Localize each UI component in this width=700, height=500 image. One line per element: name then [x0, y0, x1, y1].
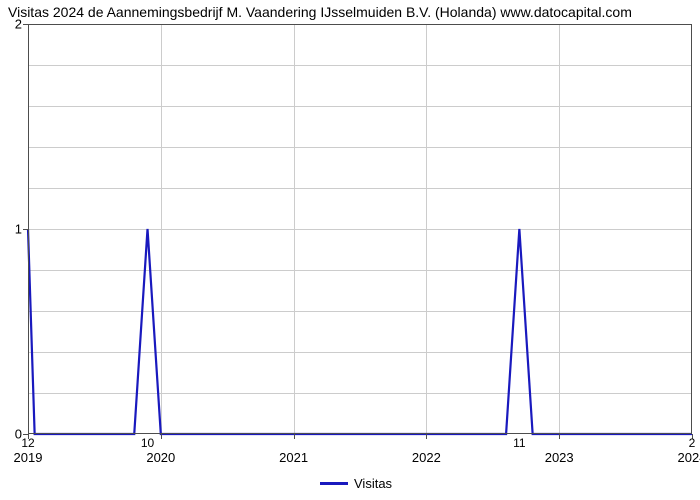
x-tick-mark [559, 434, 560, 439]
line-series [28, 24, 692, 434]
y-tick-label: 2 [15, 17, 22, 32]
y-tick-mark [23, 24, 28, 25]
plot-border [691, 24, 692, 434]
data-point-label: 2 [689, 436, 696, 450]
x-tick-mark [161, 434, 162, 439]
y-tick-mark [23, 229, 28, 230]
x-tick-mark [294, 434, 295, 439]
y-tick-label: 1 [15, 222, 22, 237]
x-tick-label: 2024 [678, 450, 700, 465]
legend: Visitas [320, 476, 392, 491]
x-tick-label: 2021 [279, 450, 308, 465]
plot-border [28, 24, 692, 25]
plot-border [28, 24, 29, 434]
x-tick-label: 2019 [14, 450, 43, 465]
x-tick-label: 2023 [545, 450, 574, 465]
chart-container: Visitas 2024 de Aannemingsbedrijf M. Vaa… [0, 0, 700, 500]
data-point-label: 11 [513, 436, 525, 450]
data-point-label: 10 [141, 436, 154, 450]
chart-title: Visitas 2024 de Aannemingsbedrijf M. Vaa… [8, 4, 632, 20]
data-point-label: 12 [21, 436, 34, 450]
x-tick-mark [426, 434, 427, 439]
legend-swatch [320, 482, 348, 485]
x-tick-label: 2020 [146, 450, 175, 465]
x-tick-label: 2022 [412, 450, 441, 465]
series-line [28, 229, 692, 434]
legend-label: Visitas [354, 476, 392, 491]
plot-area: 0122019202020212022202320241210112 [28, 24, 692, 434]
plot-border [28, 433, 692, 434]
